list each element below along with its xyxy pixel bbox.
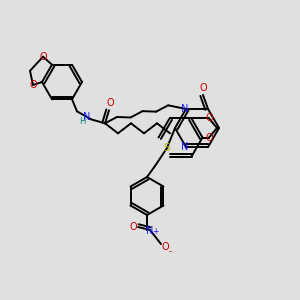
Text: H: H	[79, 117, 85, 126]
Text: O: O	[161, 242, 169, 252]
Text: O: O	[205, 113, 213, 124]
Text: O: O	[199, 83, 207, 93]
Text: -: -	[168, 248, 172, 256]
Text: O: O	[106, 98, 114, 108]
Text: O: O	[205, 133, 213, 142]
Text: O: O	[29, 80, 37, 90]
Text: +: +	[152, 226, 158, 236]
Text: N: N	[146, 226, 154, 236]
Text: O: O	[39, 52, 47, 62]
Text: N: N	[83, 112, 91, 122]
Text: S: S	[164, 143, 170, 153]
Text: N: N	[181, 104, 189, 114]
Text: N: N	[181, 142, 189, 152]
Text: O: O	[129, 222, 137, 232]
